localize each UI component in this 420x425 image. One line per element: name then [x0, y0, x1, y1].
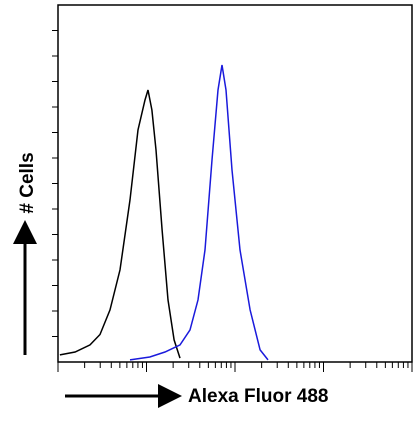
x-axis-label: Alexa Fluor 488 — [188, 386, 328, 407]
y-axis-label: # Cells — [17, 152, 38, 213]
series-line — [59, 89, 181, 359]
ticks — [52, 30, 413, 372]
series-line — [129, 64, 269, 361]
